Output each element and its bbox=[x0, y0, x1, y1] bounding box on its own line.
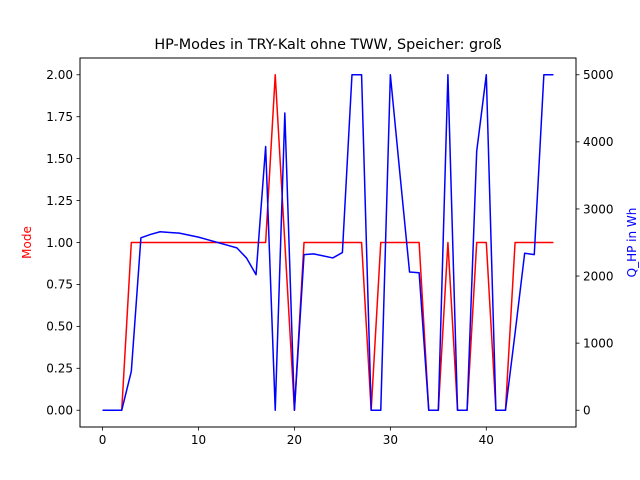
y-right-tick-label: 3000 bbox=[583, 202, 614, 216]
y-right-tick-label: 0 bbox=[583, 404, 591, 418]
x-tick-label: 30 bbox=[383, 433, 398, 447]
y-left-tick-label: 0.00 bbox=[46, 404, 73, 418]
series-line-right bbox=[102, 74, 554, 411]
y-left-tick-label: 0.75 bbox=[46, 278, 73, 292]
y-left-tick-label: 0.50 bbox=[46, 320, 73, 334]
x-tick-label: 20 bbox=[287, 433, 302, 447]
y-left-tick-label: 2.00 bbox=[46, 68, 73, 82]
x-axis: 0 10 20 30 40 bbox=[99, 427, 494, 447]
y-axis-left-label: Mode bbox=[20, 226, 34, 259]
y-left-tick-label: 1.50 bbox=[46, 152, 73, 166]
y-left-tick-label: 0.25 bbox=[46, 362, 73, 376]
y-axis-right-label: Q_HP in Wh bbox=[625, 208, 639, 278]
series-layer bbox=[102, 74, 554, 411]
y-right-tick-label: 2000 bbox=[583, 269, 614, 283]
x-tick-label: 10 bbox=[191, 433, 206, 447]
y-left-tick-label: 1.25 bbox=[46, 194, 73, 208]
y-axis-left: 0.00 0.25 0.50 0.75 1.00 1.25 1.50 1.75 2.00 bbox=[46, 68, 80, 418]
y-right-tick-label: 4000 bbox=[583, 135, 614, 149]
y-left-tick-label: 1.75 bbox=[46, 110, 73, 124]
x-tick-label: 40 bbox=[479, 433, 494, 447]
y-axis-right: 0 1000 2000 3000 4000 5000 bbox=[576, 68, 614, 418]
y-left-tick-label: 1.00 bbox=[46, 236, 73, 250]
chart-title: HP-Modes in TRY-Kalt ohne TWW, Speicher:… bbox=[154, 37, 501, 53]
y-right-tick-label: 5000 bbox=[583, 68, 614, 82]
x-tick-label: 0 bbox=[99, 433, 107, 447]
y-right-tick-label: 1000 bbox=[583, 336, 614, 350]
series-line-left bbox=[102, 74, 554, 411]
